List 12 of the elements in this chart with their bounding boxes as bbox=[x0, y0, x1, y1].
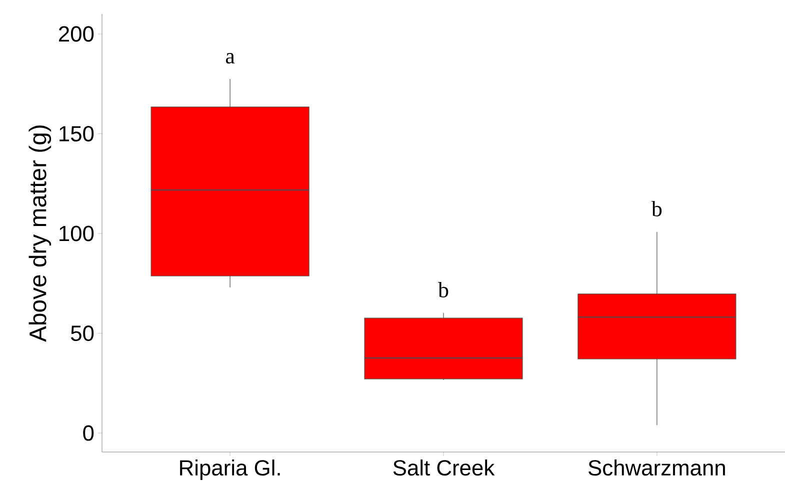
x-tick-label: Schwarzmann bbox=[588, 460, 725, 476]
y-tick-label: 150 bbox=[60, 126, 94, 142]
y-axis-title: Above dry matter (g) bbox=[28, 126, 52, 342]
annotation: b bbox=[438, 282, 448, 298]
annotation: b bbox=[651, 200, 662, 216]
x-tick-label: Salt Creek bbox=[393, 460, 495, 476]
annotation: a bbox=[226, 53, 235, 64]
y-tick-label: 100 bbox=[60, 226, 94, 242]
y-tick-label: 200 bbox=[59, 26, 94, 42]
x-tick-label: Riparia Gl. bbox=[180, 460, 280, 480]
y-tick-label: 0 bbox=[83, 425, 94, 441]
y-tick-label: 50 bbox=[70, 326, 94, 342]
